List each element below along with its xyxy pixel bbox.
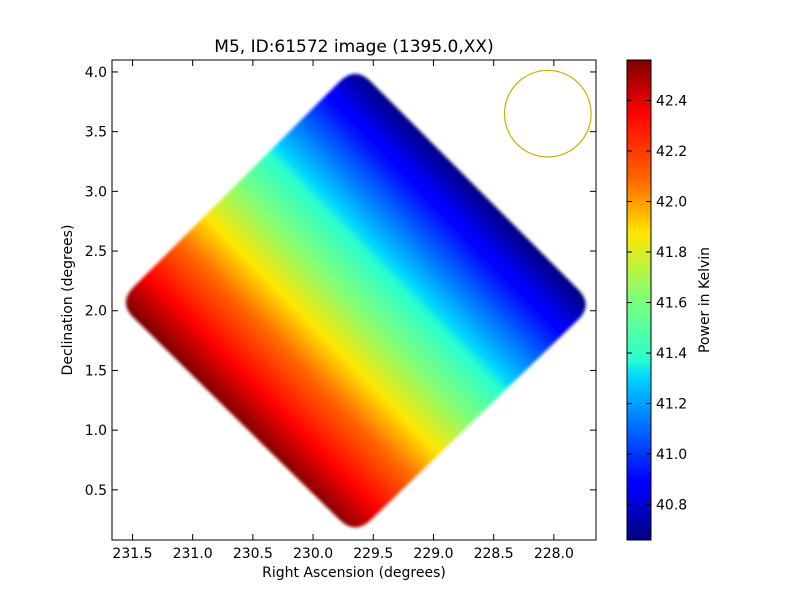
y-tick-label: 4.0 <box>85 65 107 81</box>
colorbar-tick-label: 41.4 <box>656 346 687 362</box>
x-tick-label: 231.5 <box>112 546 152 562</box>
colorbar-tick-label: 42.0 <box>656 194 687 210</box>
x-tick-label: 229.0 <box>413 546 453 562</box>
beam-circle <box>503 69 592 158</box>
heatmap-footprint <box>125 73 586 528</box>
y-tick-label: 0.5 <box>85 483 107 499</box>
plot-border <box>111 59 597 541</box>
y-axis-label: Declination (degrees) <box>60 225 76 376</box>
y-tick-label: 2.0 <box>85 304 107 320</box>
x-tick-label: 228.0 <box>534 546 574 562</box>
x-tick-label: 231.0 <box>173 546 213 562</box>
y-tick-label: 1.5 <box>85 363 107 379</box>
y-tick-label: 2.5 <box>85 244 107 260</box>
x-tick-label: 230.5 <box>233 546 273 562</box>
x-tick-label: 228.5 <box>474 546 514 562</box>
colorbar-tick-label: 42.2 <box>656 144 687 160</box>
colorbar-tick-label: 41.0 <box>656 447 687 463</box>
chart-title: M5, ID:61572 image (1395.0,XX) <box>214 37 493 57</box>
x-axis-label: Right Ascension (degrees) <box>262 565 446 581</box>
x-tick-label: 230.0 <box>293 546 333 562</box>
colorbar <box>626 59 652 541</box>
colorbar-tick-label: 40.8 <box>656 498 687 514</box>
y-tick-label: 3.5 <box>85 125 107 141</box>
x-tick-label: 229.5 <box>353 546 393 562</box>
y-tick-label: 3.0 <box>85 184 107 200</box>
colorbar-label: Power in Kelvin <box>697 247 713 353</box>
colorbar-tick-label: 41.6 <box>656 296 687 312</box>
y-tick-label: 1.0 <box>85 423 107 439</box>
colorbar-tick-label: 41.2 <box>656 397 687 413</box>
colorbar-tick-label: 41.8 <box>656 245 687 261</box>
colorbar-tick-label: 42.4 <box>656 93 687 109</box>
colorbar-axis: 40.8 41.0 41.2 41.4 41.6 41.8 42.0 42.2 42.4 <box>627 93 687 514</box>
y-axis: 0.5 1.0 1.5 2.0 2.5 3.0 3.5 4.0 <box>85 65 596 499</box>
heatmap-layer <box>125 73 586 528</box>
x-axis: 231.5 231.0 230.5 230.0 229.5 229.0 228.5 228.0 <box>112 60 574 562</box>
